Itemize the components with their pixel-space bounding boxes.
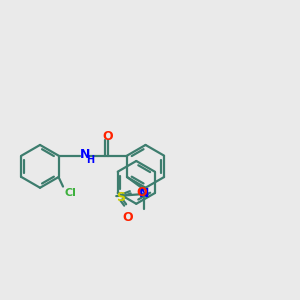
Text: O: O bbox=[102, 130, 113, 142]
Text: O: O bbox=[122, 211, 133, 224]
Text: S: S bbox=[116, 191, 125, 204]
Text: O: O bbox=[136, 186, 147, 199]
Text: Cl: Cl bbox=[65, 188, 77, 198]
Text: N: N bbox=[80, 148, 91, 161]
Text: H: H bbox=[86, 154, 94, 164]
Text: N: N bbox=[139, 187, 149, 200]
